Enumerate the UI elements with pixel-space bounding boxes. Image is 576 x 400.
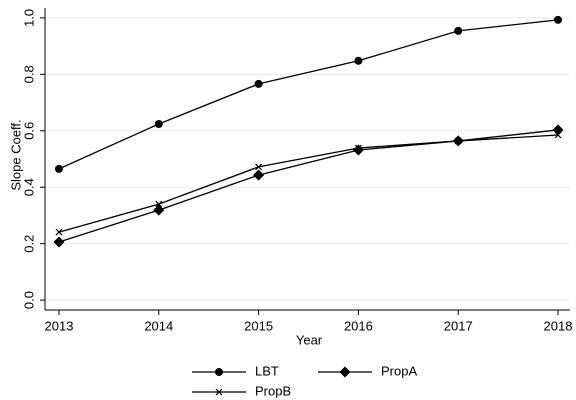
y-tick-label: 1.0 bbox=[21, 9, 36, 27]
x-tick-label: 2015 bbox=[244, 318, 273, 333]
marker bbox=[155, 200, 163, 208]
legend-label: PropA bbox=[381, 363, 417, 378]
marker bbox=[153, 204, 165, 216]
series-line bbox=[58, 129, 559, 243]
marker bbox=[454, 137, 462, 145]
y-tick-label: 0.2 bbox=[21, 235, 36, 253]
y-tick-label: 0.4 bbox=[21, 178, 36, 196]
marker bbox=[554, 131, 562, 139]
x-tick-label: 2013 bbox=[45, 318, 74, 333]
x-tick-label: 2018 bbox=[544, 318, 573, 333]
x-tick-label: 2014 bbox=[144, 318, 173, 333]
legend-box bbox=[189, 359, 441, 400]
marker bbox=[55, 228, 63, 236]
series-line bbox=[58, 134, 559, 233]
legend-label: LBT bbox=[255, 363, 279, 378]
marker bbox=[352, 144, 364, 156]
y-tick-label: 0.0 bbox=[21, 291, 36, 309]
marker bbox=[254, 79, 263, 88]
marker bbox=[354, 56, 363, 65]
legend-marker bbox=[215, 388, 223, 396]
marker bbox=[154, 120, 163, 129]
marker bbox=[554, 15, 563, 24]
legend-marker bbox=[339, 366, 351, 378]
x-tick-label: 2017 bbox=[444, 318, 473, 333]
marker bbox=[454, 26, 463, 35]
marker bbox=[255, 163, 263, 171]
legend-label: PropB bbox=[255, 383, 291, 398]
series-line bbox=[58, 19, 559, 170]
marker bbox=[53, 236, 65, 248]
x-tick-label: 2016 bbox=[344, 318, 373, 333]
marker bbox=[253, 169, 265, 181]
x-axis-label: Year bbox=[296, 332, 323, 347]
marker bbox=[552, 124, 564, 136]
y-tick-label: 0.6 bbox=[21, 122, 36, 140]
y-tick-label: 0.8 bbox=[21, 65, 36, 83]
legend-marker bbox=[215, 368, 223, 376]
y-axis-label: Slope Coeff. bbox=[8, 119, 23, 190]
marker bbox=[54, 164, 63, 173]
marker bbox=[354, 144, 362, 152]
